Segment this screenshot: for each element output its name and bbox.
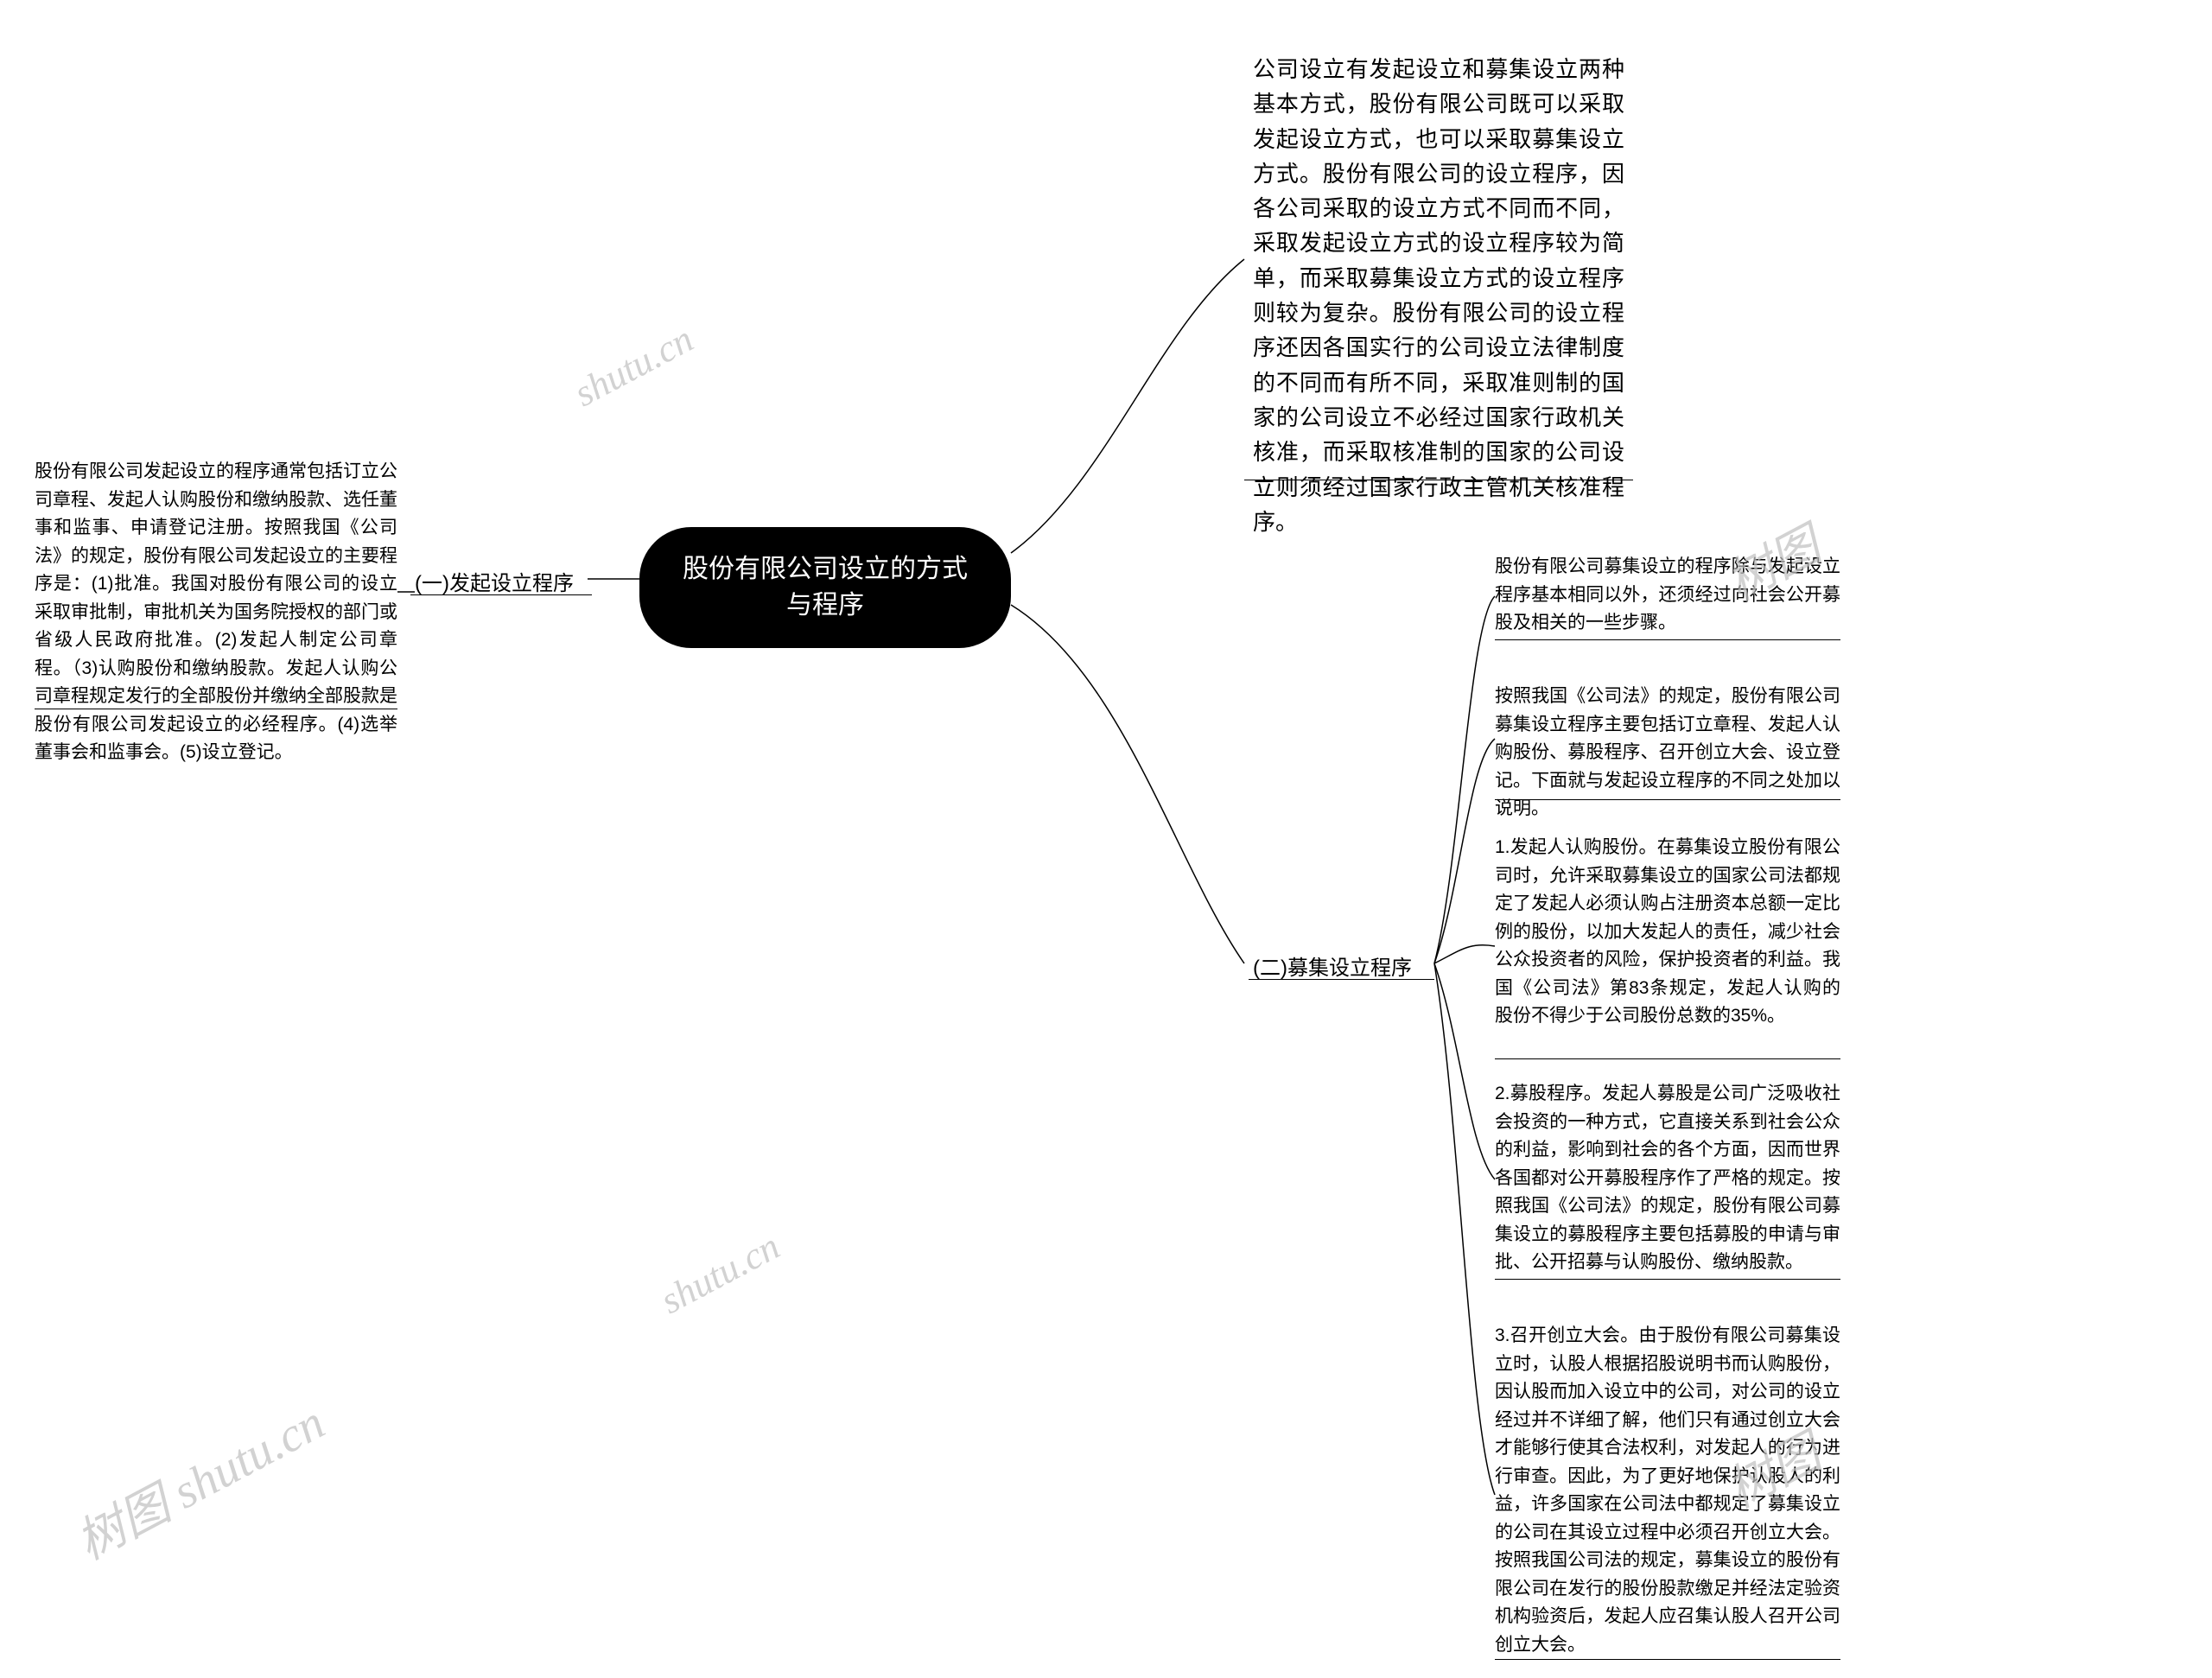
right-leaf-4-underline: [1495, 1279, 1840, 1280]
right-leaf-2-underline: [1495, 799, 1840, 800]
left-branch-underline: [410, 594, 592, 595]
right-leaf-1-underline: [1495, 639, 1840, 640]
left-leaf-text: 股份有限公司发起设立的程序通常包括订立公司章程、发起人认购股份和缴纳股款、选任董…: [35, 458, 397, 767]
watermark-2: 树图 shutu.cn: [62, 1384, 334, 1573]
right-leaf-3-underline: [1495, 1058, 1840, 1059]
right-branch-underline: [1249, 979, 1434, 980]
watermark-3: shutu.cn: [653, 1224, 787, 1323]
right-leaf-1: 股份有限公司募集设立的程序除与发起设立程序基本相同以外，还须经过向社会公开募股及…: [1495, 553, 1840, 638]
watermark-1: shutu.cn: [567, 317, 701, 416]
right-leaf-4: 2.募股程序。发起人募股是公司广泛吸收社会投资的一种方式，它直接关系到社会公众的…: [1495, 1080, 1840, 1277]
right-leaf-5: 3.召开创立大会。由于股份有限公司募集设立时，认股人根据招股说明书而认购股份，因…: [1495, 1322, 1840, 1660]
center-node[interactable]: 股份有限公司设立的方式 与程序: [639, 527, 1011, 648]
right-branch-label[interactable]: (二)募集设立程序: [1253, 950, 1412, 981]
intro-text: 公司设立有发起设立和募集设立两种基本方式，股份有限公司既可以采取发起设立方式，也…: [1253, 52, 1624, 539]
right-leaf-3: 1.发起人认购股份。在募集设立股份有限公司时，允许采取募集设立的国家公司法都规定…: [1495, 834, 1840, 1031]
right-leaf-2: 按照我国《公司法》的规定，股份有限公司募集设立程序主要包括订立章程、发起人认购股…: [1495, 683, 1840, 823]
right-leaf-5-underline: [1495, 1659, 1840, 1660]
left-branch-label[interactable]: (一)发起设立程序: [415, 566, 574, 596]
connector-lines: [0, 0, 2212, 1678]
mindmap-canvas: 股份有限公司设立的方式 与程序 公司设立有发起设立和募集设立两种基本方式，股份有…: [0, 0, 2212, 1678]
